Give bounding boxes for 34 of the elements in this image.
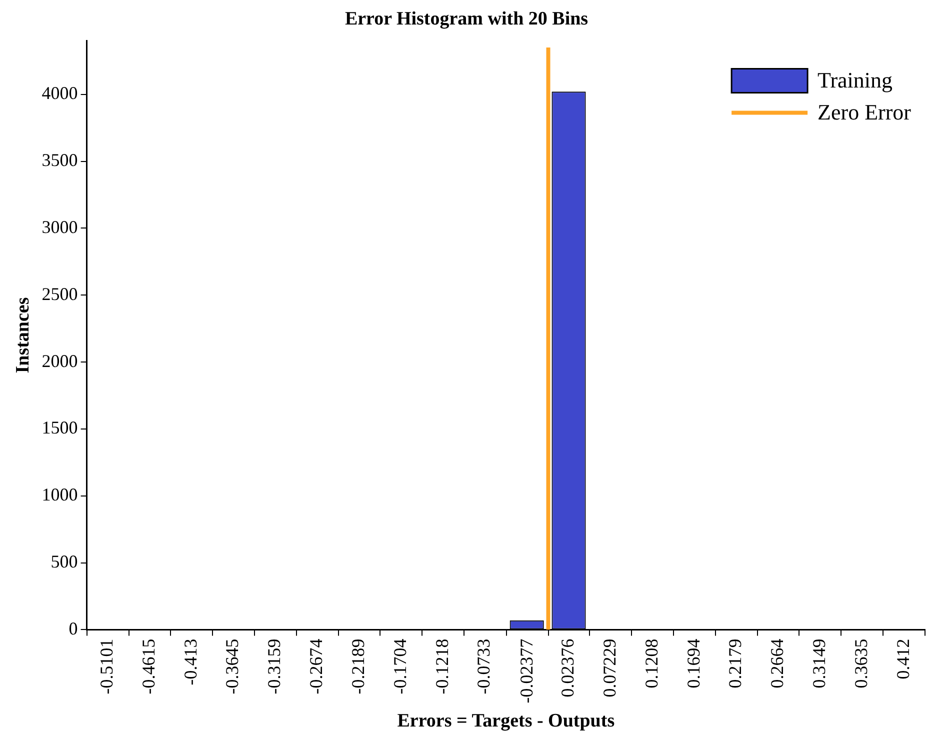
y-tick-label: 3000 xyxy=(42,216,78,237)
chart-title: Error Histogram with 20 Bins xyxy=(344,8,588,30)
legend-label: Training xyxy=(818,68,893,93)
y-axis-title: Instances xyxy=(12,297,34,374)
y-tick-label: 2500 xyxy=(42,284,78,304)
y-tick-label: 3500 xyxy=(42,150,78,170)
x-tick-label: -0.02377 xyxy=(516,638,536,704)
x-tick-label: 0.3635 xyxy=(850,638,871,688)
x-tick-label: -0.3159 xyxy=(264,638,284,694)
x-tick-label: 0.02376 xyxy=(558,638,578,698)
x-tick-label: -0.1704 xyxy=(390,638,410,694)
y-tick-label: 1000 xyxy=(42,484,78,505)
x-tick-label: 0.2179 xyxy=(725,638,746,688)
x-tick-label: 0.3149 xyxy=(808,638,829,688)
x-tick-label: -0.2674 xyxy=(306,638,326,694)
x-tick-label: -0.413 xyxy=(180,638,200,686)
y-tick-label: 500 xyxy=(50,552,78,572)
x-tick-label: -0.1218 xyxy=(432,638,452,694)
x-tick-label: 0.1208 xyxy=(641,638,662,688)
x-axis-title: Errors = Targets - Outputs xyxy=(397,710,615,732)
x-tick-label: -0.4615 xyxy=(138,638,158,694)
x-tick-label: 0.1694 xyxy=(683,638,704,688)
x-tick-label: 0.07229 xyxy=(599,638,620,698)
x-tick-label: -0.2189 xyxy=(348,638,368,694)
y-tick-label: 4000 xyxy=(42,83,78,104)
x-tick-label: -0.0733 xyxy=(474,638,494,694)
legend-label: Zero Error xyxy=(818,100,912,125)
x-tick-label: -0.5101 xyxy=(96,638,117,694)
x-tick-label: -0.3645 xyxy=(222,638,242,694)
x-tick-label: 0.2664 xyxy=(767,638,788,688)
y-tick-label: 0 xyxy=(68,618,78,638)
y-tick-label: 2000 xyxy=(42,350,78,371)
y-tick-label: 1500 xyxy=(42,418,78,438)
x-tick-label: 0.412 xyxy=(892,638,913,680)
